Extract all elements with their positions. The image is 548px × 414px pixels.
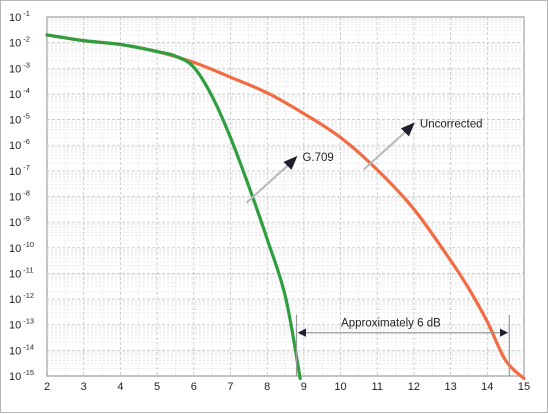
y-tick-label: 10 -1	[9, 9, 30, 24]
x-tick-label: 8	[264, 381, 270, 393]
y-tick-label: 10 -6	[9, 137, 30, 152]
x-tick-label: 2	[44, 381, 50, 393]
x-tick-label: 15	[518, 381, 530, 393]
y-tick-label: 10 -13	[9, 317, 34, 332]
annotation-leader-uncorrected	[363, 130, 407, 171]
x-tick-label: 11	[372, 381, 383, 393]
x-tick-label: 10	[334, 381, 346, 393]
annotation-leader-g-709	[245, 164, 290, 204]
annotation-arrowhead-g-709	[283, 155, 298, 170]
y-tick-label: 10 -9	[9, 214, 30, 229]
y-tick-label: 10 -4	[9, 86, 30, 101]
y-tick-label: 10 -8	[9, 189, 30, 204]
y-tick-label: 10 -5	[9, 112, 30, 127]
y-tick-label: 10 -10	[9, 240, 34, 255]
x-tick-label: 9	[301, 381, 307, 393]
y-tick-label: 10 -14	[9, 342, 34, 357]
annotation-g-709: G.709	[302, 152, 333, 164]
annotation-arrowhead-uncorrected	[400, 122, 415, 137]
x-tick-label: 7	[227, 381, 233, 393]
annotation-layer: Uncorrected G.709 Approximately 6 dB	[245, 118, 510, 376]
x-tick-label: 5	[154, 381, 160, 393]
y-tick-label: 10 -3	[9, 60, 30, 75]
y-tick-label: 10 -7	[9, 163, 30, 178]
x-tick-label: 3	[81, 381, 87, 393]
minor-grid	[47, 17, 524, 376]
series-line-g-709	[45, 33, 302, 381]
series-layer	[45, 33, 526, 381]
major-grid	[47, 17, 524, 376]
y-axis-ticks: 10 -1 10 -2 10 -3 10 -4 10 -5 10 -6 10 -7 10 -8 10 -9 10 -1…	[9, 9, 34, 383]
y-tick-label: 10 -12	[9, 291, 34, 306]
annotation-approximately-6-db: Approximately 6 dB	[341, 318, 441, 330]
y-tick-label: 10 -11	[9, 265, 34, 280]
x-tick-label: 14	[481, 381, 493, 393]
x-tick-label: 12	[408, 381, 420, 393]
annotation-uncorrected: Uncorrected	[420, 118, 483, 130]
x-tick-label: 6	[191, 381, 197, 393]
x-tick-label: 4	[117, 381, 123, 393]
x-tick-label: 13	[444, 381, 456, 393]
y-tick-label: 10 -2	[9, 35, 30, 50]
x-axis-ticks: 2 3 4 5 6 7 8 9 10 11 12 13 14 15	[44, 381, 530, 393]
y-tick-label: 10 -15	[9, 368, 34, 383]
